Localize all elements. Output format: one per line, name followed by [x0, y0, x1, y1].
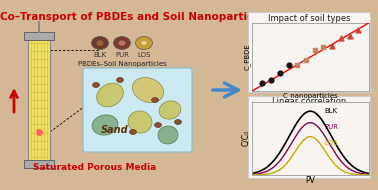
BLK	[361, 171, 366, 173]
Y-axis label: C_PBDE: C_PBDE	[243, 44, 250, 70]
PUR	[361, 173, 366, 175]
BLK	[257, 170, 261, 173]
Text: Sand: Sand	[101, 125, 129, 135]
Ellipse shape	[155, 123, 161, 127]
Point	[285, 63, 291, 66]
Ellipse shape	[97, 83, 123, 107]
Text: PUR: PUR	[324, 124, 338, 130]
Point	[303, 59, 309, 62]
BLK	[357, 169, 362, 172]
Ellipse shape	[175, 120, 181, 124]
BLK	[308, 110, 312, 112]
Ellipse shape	[113, 36, 130, 50]
Bar	[248, 96, 370, 178]
PUR	[281, 156, 285, 158]
Ellipse shape	[128, 111, 152, 133]
Text: LOS: LOS	[324, 140, 338, 146]
BLK	[271, 160, 276, 162]
Text: BLK: BLK	[93, 52, 107, 58]
Ellipse shape	[119, 40, 125, 46]
Line: PUR: PUR	[252, 123, 369, 174]
PUR	[308, 122, 312, 124]
FancyBboxPatch shape	[83, 68, 192, 152]
LOS	[257, 173, 261, 176]
Line: BLK: BLK	[252, 111, 369, 173]
LOS	[271, 172, 276, 174]
Point	[321, 45, 327, 48]
Point	[294, 64, 300, 67]
BLK	[249, 172, 254, 175]
Ellipse shape	[92, 115, 118, 135]
Point	[277, 71, 283, 74]
X-axis label: PV: PV	[305, 176, 315, 185]
Text: PUR: PUR	[115, 52, 129, 58]
Line: LOS: LOS	[252, 137, 369, 175]
Point	[355, 29, 361, 32]
PUR	[257, 173, 261, 175]
Text: LOS: LOS	[137, 52, 151, 58]
BLK	[367, 172, 371, 175]
Ellipse shape	[91, 36, 108, 50]
LOS	[254, 174, 259, 176]
PUR	[249, 173, 254, 176]
Ellipse shape	[116, 78, 124, 82]
Ellipse shape	[130, 130, 136, 135]
PUR	[367, 173, 371, 176]
Bar	[28, 40, 50, 160]
Text: PBDEs–Soil Nanoparticles: PBDEs–Soil Nanoparticles	[77, 61, 166, 67]
Point	[338, 36, 344, 39]
Ellipse shape	[93, 82, 99, 88]
Ellipse shape	[158, 126, 178, 144]
Point	[259, 82, 265, 85]
BLK	[254, 171, 259, 173]
Text: Linear correlation: Linear correlation	[272, 97, 346, 106]
PUR	[254, 173, 259, 175]
PUR	[271, 166, 276, 168]
PUR	[357, 172, 362, 174]
Ellipse shape	[141, 40, 147, 46]
X-axis label: C_nanoparticles: C_nanoparticles	[282, 93, 338, 99]
Bar	[248, 12, 370, 92]
LOS	[367, 174, 371, 176]
LOS	[361, 174, 366, 176]
Point	[347, 34, 353, 37]
LOS	[308, 135, 312, 138]
Text: Impact of soil types: Impact of soil types	[268, 14, 350, 23]
Ellipse shape	[132, 78, 164, 103]
LOS	[357, 173, 362, 176]
Text: Saturated Porous Media: Saturated Porous Media	[33, 164, 156, 173]
LOS	[249, 174, 254, 176]
Ellipse shape	[159, 101, 181, 119]
BLK	[281, 146, 285, 149]
Ellipse shape	[136, 36, 152, 50]
Ellipse shape	[152, 97, 158, 102]
Point	[312, 48, 318, 51]
Ellipse shape	[97, 40, 103, 46]
Point	[329, 44, 335, 47]
Text: BLK: BLK	[324, 108, 338, 113]
Y-axis label: C/C₀: C/C₀	[242, 130, 250, 146]
Bar	[24, 160, 54, 168]
Text: Co–Transport of PBDEs and Soil Nanoparticles: Co–Transport of PBDEs and Soil Nanoparti…	[0, 12, 270, 22]
LOS	[281, 166, 285, 168]
Bar	[24, 32, 54, 40]
Point	[268, 79, 274, 82]
